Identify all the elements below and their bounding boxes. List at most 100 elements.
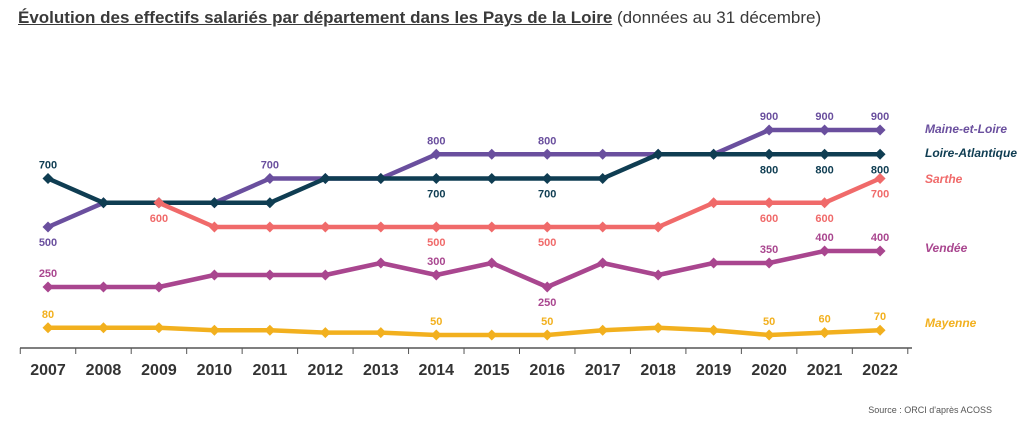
data-point-vend-e-2015 bbox=[486, 257, 498, 269]
x-tick-label-2016: 2016 bbox=[529, 362, 565, 379]
data-point-mayenne-2013 bbox=[375, 327, 387, 339]
data-point-vend-e-2009 bbox=[153, 281, 165, 293]
data-point-maine-et-loire-2015 bbox=[486, 148, 498, 160]
data-label-loire-atlantique-2016: 700 bbox=[538, 189, 556, 201]
data-point-loire-atlantique-2008 bbox=[97, 197, 109, 209]
data-point-loire-atlantique-2019 bbox=[708, 148, 720, 160]
x-tick-label-2020: 2020 bbox=[751, 362, 787, 379]
data-point-vend-e-2010 bbox=[208, 269, 220, 281]
data-label-loire-atlantique-2022: 800 bbox=[871, 164, 889, 176]
series-vend-e: 250 300 250 350 400 400 bbox=[39, 232, 889, 309]
data-point-sarthe-2012 bbox=[319, 221, 331, 233]
data-point-vend-e-2017 bbox=[597, 257, 609, 269]
data-point-loire-atlantique-2010 bbox=[208, 197, 220, 209]
x-tick-label-2014: 2014 bbox=[418, 362, 454, 379]
data-label-maine-et-loire-2022: 900 bbox=[871, 111, 889, 123]
data-point-mayenne-2010 bbox=[208, 324, 220, 336]
data-point-loire-atlantique-2007 bbox=[42, 173, 54, 184]
data-label-sarthe-2009: 600 bbox=[150, 213, 168, 225]
x-tick-label-2015: 2015 bbox=[474, 362, 510, 379]
data-point-vend-e-2018 bbox=[652, 269, 664, 281]
source-note: Source : ORCI d'après ACOSS bbox=[868, 405, 992, 415]
series-sarthe: 600 500 500 600 600 700 bbox=[150, 173, 889, 249]
chart-title-block: Évolution des effectifs salariés par dép… bbox=[18, 8, 821, 28]
data-label-vend-e-2020: 350 bbox=[760, 244, 778, 256]
data-label-mayenne-2007: 80 bbox=[42, 309, 54, 321]
data-label-sarthe-2022: 700 bbox=[871, 189, 889, 201]
data-point-loire-atlantique-2014 bbox=[430, 173, 442, 184]
data-point-loire-atlantique-2012 bbox=[319, 173, 331, 184]
data-point-mayenne-2016 bbox=[541, 329, 553, 341]
data-point-loire-atlantique-2020 bbox=[763, 148, 775, 160]
series-line-mayenne bbox=[48, 325, 881, 338]
data-label-loire-atlantique-2007: 700 bbox=[39, 160, 57, 172]
data-point-sarthe-2014 bbox=[430, 221, 442, 233]
data-point-sarthe-2011 bbox=[264, 221, 276, 233]
data-point-loire-atlantique-2017 bbox=[597, 173, 609, 184]
data-point-vend-e-2021 bbox=[819, 245, 831, 257]
data-point-vend-e-2020 bbox=[763, 257, 775, 269]
data-point-loire-atlantique-2015 bbox=[486, 173, 498, 184]
data-point-loire-atlantique-2018 bbox=[652, 148, 664, 160]
data-point-sarthe-2020 bbox=[763, 197, 775, 209]
data-label-vend-e-2007: 250 bbox=[39, 268, 57, 280]
chart-title: Évolution des effectifs salariés par dép… bbox=[18, 8, 613, 27]
x-tick-label-2009: 2009 bbox=[141, 362, 177, 379]
data-point-loire-atlantique-2016 bbox=[541, 173, 553, 184]
legend-label-mayenne: Mayenne bbox=[925, 316, 977, 330]
data-point-sarthe-2009 bbox=[153, 197, 165, 209]
data-point-sarthe-2018 bbox=[652, 221, 664, 233]
x-tick-label-2018: 2018 bbox=[640, 362, 676, 379]
x-tick-label-2022: 2022 bbox=[862, 362, 898, 379]
x-tick-label-2010: 2010 bbox=[197, 362, 233, 379]
x-tick-label-2012: 2012 bbox=[308, 362, 344, 379]
data-label-loire-atlantique-2014: 700 bbox=[427, 189, 445, 201]
data-point-maine-et-loire-2014 bbox=[430, 148, 442, 160]
series-mayenne: 80 50 50 50 60 70 bbox=[42, 309, 886, 341]
data-point-sarthe-2015 bbox=[486, 221, 498, 233]
x-tick-label-2011: 2011 bbox=[253, 362, 288, 379]
data-point-vend-e-2007 bbox=[42, 281, 54, 293]
data-point-mayenne-2011 bbox=[264, 324, 276, 336]
data-label-maine-et-loire-2021: 900 bbox=[815, 111, 833, 123]
data-point-vend-e-2019 bbox=[708, 257, 720, 269]
data-label-mayenne-2016: 50 bbox=[541, 316, 553, 328]
data-point-sarthe-2021 bbox=[819, 197, 831, 209]
data-point-maine-et-loire-2007 bbox=[42, 221, 54, 233]
data-label-mayenne-2014: 50 bbox=[430, 316, 442, 328]
data-label-vend-e-2021: 400 bbox=[815, 232, 833, 244]
data-point-sarthe-2016 bbox=[541, 221, 553, 233]
data-point-vend-e-2011 bbox=[264, 269, 276, 281]
data-point-mayenne-2014 bbox=[430, 329, 442, 341]
data-label-sarthe-2020: 600 bbox=[760, 213, 778, 225]
data-point-mayenne-2009 bbox=[153, 322, 165, 334]
legend-label-sarthe: Sarthe bbox=[925, 172, 963, 186]
data-label-loire-atlantique-2020: 800 bbox=[760, 164, 778, 176]
data-point-maine-et-loire-2020 bbox=[763, 124, 775, 136]
legend-label-loire-atlantique: Loire-Atlantique bbox=[925, 146, 1017, 160]
data-label-loire-atlantique-2021: 800 bbox=[815, 164, 833, 176]
legend-label-vend-e: Vendée bbox=[925, 241, 968, 255]
data-point-mayenne-2020 bbox=[763, 329, 775, 341]
data-label-maine-et-loire-2016: 800 bbox=[538, 135, 556, 147]
data-label-mayenne-2020: 50 bbox=[763, 316, 775, 328]
x-tick-label-2013: 2013 bbox=[363, 362, 399, 379]
data-point-mayenne-2021 bbox=[819, 327, 831, 339]
data-label-maine-et-loire-2014: 800 bbox=[427, 135, 445, 147]
data-label-sarthe-2014: 500 bbox=[427, 237, 445, 249]
data-point-maine-et-loire-2017 bbox=[597, 148, 609, 160]
data-point-mayenne-2015 bbox=[486, 329, 498, 341]
data-point-maine-et-loire-2021 bbox=[819, 124, 831, 136]
chart-subtitle: (données au 31 décembre) bbox=[617, 8, 822, 27]
data-point-vend-e-2014 bbox=[430, 269, 442, 281]
data-label-mayenne-2021: 60 bbox=[818, 314, 830, 326]
legend-label-maine-et-loire: Maine-et-Loire bbox=[925, 122, 1007, 136]
data-label-sarthe-2016: 500 bbox=[538, 237, 556, 249]
data-label-maine-et-loire-2020: 900 bbox=[760, 111, 778, 123]
data-point-loire-atlantique-2013 bbox=[375, 173, 387, 184]
data-label-mayenne-2022: 70 bbox=[874, 311, 886, 323]
data-point-vend-e-2022 bbox=[874, 245, 886, 257]
data-point-maine-et-loire-2011 bbox=[264, 173, 276, 184]
data-point-sarthe-2017 bbox=[597, 221, 609, 233]
